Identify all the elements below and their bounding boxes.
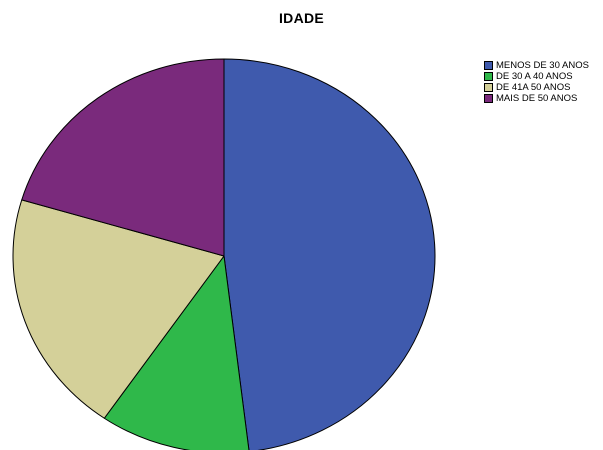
legend-swatch [484, 83, 493, 92]
legend-item: DE 30 A 40 ANOS [484, 71, 589, 82]
legend: MENOS DE 30 ANOS DE 30 A 40 ANOS DE 41A 50… [484, 60, 589, 104]
pie-slice-menos-de-30-anos [223, 58, 436, 450]
legend-item: MAIS DE 50 ANOS [484, 93, 589, 104]
legend-label: DE 30 A 40 ANOS [496, 71, 573, 82]
legend-swatch [484, 94, 493, 103]
pie-slices [12, 58, 436, 450]
legend-item: MENOS DE 30 ANOS [484, 60, 589, 71]
pie-slice-de-30-a-40-anos [103, 255, 250, 450]
legend-item: DE 41A 50 ANOS [484, 82, 589, 93]
pie-slice-de-41a-50-anos [12, 199, 225, 419]
legend-label: MAIS DE 50 ANOS [496, 93, 578, 104]
legend-swatch [484, 72, 493, 81]
legend-label: DE 41A 50 ANOS [496, 82, 571, 93]
pie-slice-mais-de-50-anos [21, 58, 225, 257]
legend-swatch [484, 61, 493, 70]
legend-label: MENOS DE 30 ANOS [496, 60, 589, 71]
chart-title: IDADE [278, 10, 325, 26]
